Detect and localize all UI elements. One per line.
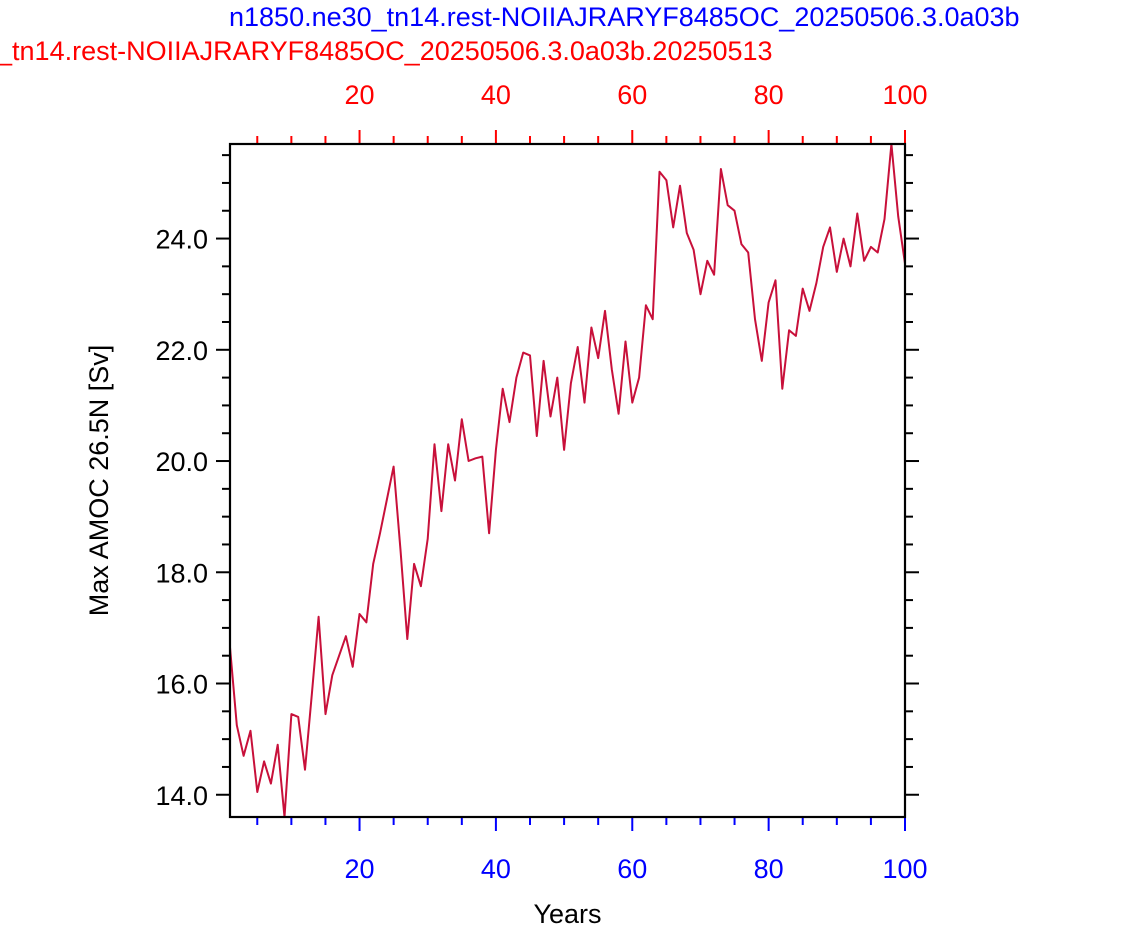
amoc-series-line (229, 143, 906, 818)
x-tick-label: 40 (481, 854, 511, 884)
x-tick-label: 20 (345, 854, 375, 884)
major-ticks (216, 130, 919, 831)
minor-ticks (222, 136, 913, 825)
top-tick-label: 80 (754, 80, 784, 110)
top-tick-label: 20 (345, 80, 375, 110)
y-tick-label: 20.0 (155, 447, 208, 477)
x-tick-label: 80 (754, 854, 784, 884)
x-tick-label: 60 (617, 854, 647, 884)
x-tick-label: 100 (882, 854, 927, 884)
y-axis-label: Max AMOC 26.5N [Sv] (84, 345, 114, 617)
top-tick-label: 60 (617, 80, 647, 110)
y-tick-label: 24.0 (155, 225, 208, 255)
tick-labels: 20 40 60 80 100 20 40 60 80 100 14.0 16.0 18.0 20.0 22… (155, 80, 927, 884)
y-tick-label: 14.0 (155, 781, 208, 811)
y-tick-label: 22.0 (155, 336, 208, 366)
y-tick-label: 18.0 (155, 558, 208, 588)
plot-frame (228, 142, 907, 819)
top-tick-label: 40 (481, 80, 511, 110)
y-tick-label: 16.0 (155, 670, 208, 700)
x-axis-label: Years (533, 899, 601, 929)
chart-title-red: 0_tn14.rest-NOIIAJRARYF8485OC_20250506.3… (0, 36, 773, 66)
top-tick-label: 100 (882, 80, 927, 110)
chart-title-blue: n1850.ne30_tn14.rest-NOIIAJRARYF8485OC_2… (229, 2, 1020, 32)
